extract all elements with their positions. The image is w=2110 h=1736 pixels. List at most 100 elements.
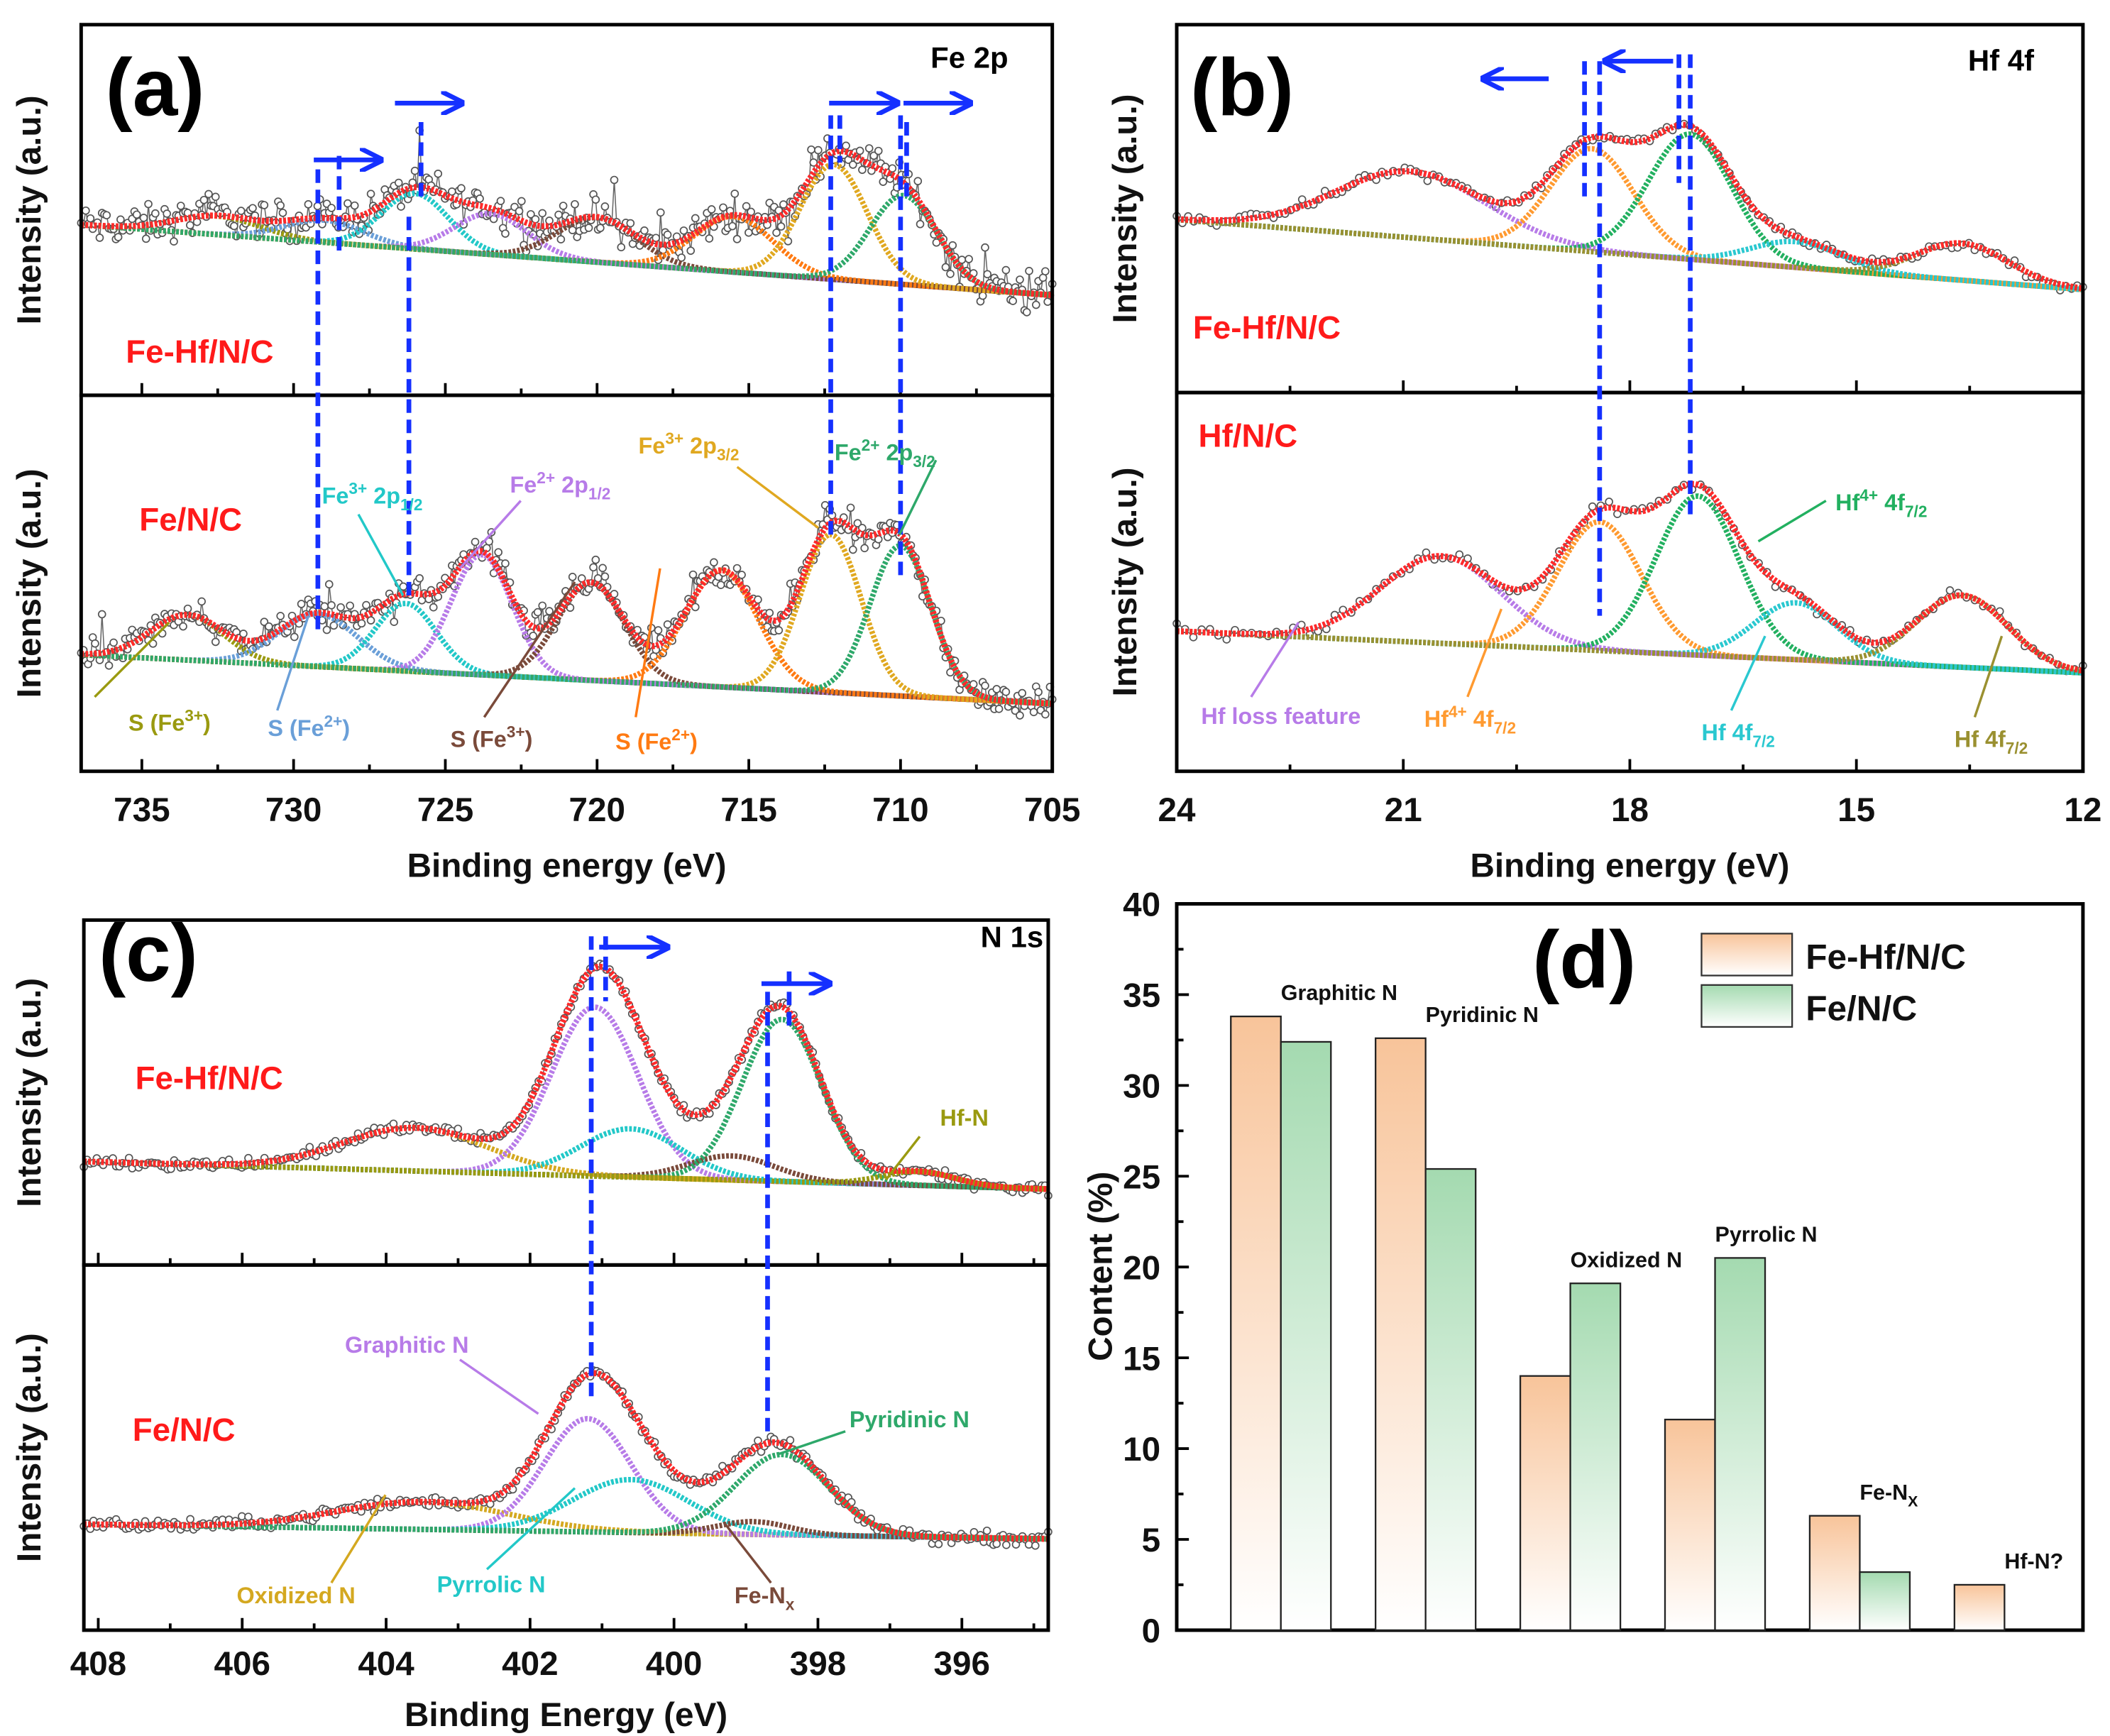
envelope-curve <box>81 517 1053 707</box>
panel-label: (c) <box>99 908 198 999</box>
raw-data-point <box>879 177 888 186</box>
raw-data-point <box>102 211 111 220</box>
label-pointer <box>458 1358 539 1415</box>
y-axis-label: Intensity (a.u.) <box>11 978 48 1207</box>
peak-label: S (Fe3+) <box>451 723 533 752</box>
raw-data-point <box>346 601 354 610</box>
raw-data-point <box>842 141 850 150</box>
panel-title: Hf 4f <box>1968 44 2035 77</box>
raw-data-point <box>705 234 714 243</box>
peak-label: Oxidized N <box>237 1583 356 1608</box>
raw-data-point <box>719 203 727 212</box>
label-pointer <box>1730 635 1766 711</box>
raw-data-point <box>95 234 104 242</box>
raw-data-point <box>454 1124 463 1133</box>
peak-label-base: Hf <box>1835 490 1859 515</box>
peak-label-sup: 4+ <box>1859 486 1878 505</box>
raw-data-point <box>1016 275 1024 284</box>
peak-label-mid: ) <box>525 726 533 752</box>
raw-data-point <box>946 270 955 278</box>
raw-data-point <box>672 232 681 241</box>
peak-label: Hf 4f7/2 <box>1955 726 2028 757</box>
raw-data-point <box>183 604 192 613</box>
peak-label-sub: 3/2 <box>717 445 739 463</box>
peak-label-sub: x <box>786 1595 795 1613</box>
peak-label-sub: 1/2 <box>400 495 422 514</box>
x-tick-label: 400 <box>646 1645 702 1683</box>
y-axis-label: Intensity (a.u.) <box>11 468 48 698</box>
raw-data-point <box>934 1539 943 1549</box>
label-pointer <box>1757 500 1827 543</box>
peak-label-base: S (Fe <box>615 729 671 754</box>
category-label-base: Graphitic N <box>1281 981 1397 1005</box>
peak-label-base: Hf-N <box>940 1105 989 1131</box>
raw-data-point <box>853 519 862 528</box>
raw-data-point <box>779 200 788 209</box>
category-label-base: Pyridinic N <box>1426 1003 1539 1027</box>
raw-data-point <box>732 564 742 573</box>
raw-data-point <box>864 144 874 153</box>
raw-data-point <box>1613 510 1622 518</box>
subplot-fe-n-c: Intensity (a.u.) Fe/N/C <box>11 1263 1053 1632</box>
bar-fe-n-c <box>1424 1168 1477 1632</box>
y-tick-label: 40 <box>1123 886 1160 924</box>
label-pointer <box>357 513 405 596</box>
raw-data-point <box>327 600 336 610</box>
peak-label-sup: 2+ <box>324 712 342 730</box>
sample-label: Fe/N/C <box>133 1412 236 1448</box>
peak-label: Fe2+ 2p3/2 <box>835 436 935 471</box>
category-label-base: Pyrrolic N <box>1715 1223 1818 1247</box>
subplot-hf-n-c: Intensity (a.u.) Hf/N/C <box>1106 390 2087 774</box>
sample-label: Fe-Hf/N/C <box>136 1060 283 1097</box>
peak-label: Hf4+ 4f7/2 <box>1835 486 1927 521</box>
x-tick-label: 730 <box>265 791 322 829</box>
raw-data-point <box>1018 688 1027 698</box>
peak-label-mid: 2p <box>880 439 913 465</box>
raw-data-point <box>765 608 774 617</box>
raw-data-point <box>1455 550 1464 559</box>
y-tick-label: 10 <box>1123 1431 1160 1468</box>
raw-data-point <box>598 564 607 573</box>
raw-data-point <box>297 600 306 608</box>
raw-data-point <box>1222 635 1231 644</box>
bar-fe-hf-n-c <box>1519 1375 1571 1632</box>
raw-data-point <box>476 194 484 203</box>
peak-label-base: Fe-N <box>735 1583 786 1608</box>
raw-data-point <box>276 201 285 210</box>
raw-data-point <box>747 207 755 216</box>
raw-data-point <box>677 253 686 262</box>
sample-label: Fe/N/C <box>139 502 242 538</box>
label-pointer <box>1973 635 2004 718</box>
raw-data-point <box>654 626 663 634</box>
peak-label-mid: 4f <box>1878 490 1905 515</box>
raw-data-point <box>1022 308 1031 317</box>
raw-data-point <box>501 229 510 238</box>
raw-data-point <box>596 224 605 233</box>
raw-data-point <box>983 270 992 279</box>
raw-data-point <box>809 158 818 167</box>
peak-label-base: Hf loss feature <box>1201 703 1361 729</box>
raw-data-point <box>1001 265 1011 275</box>
peak-label-mid: 2p <box>555 472 588 498</box>
subplot-fe-hf-n-c: Intensity (a.u.) Fe-Hf/N/C <box>11 918 1053 1267</box>
raw-data-point <box>350 201 359 210</box>
raw-data-point <box>327 204 336 212</box>
fitted-peak-curve <box>81 192 1053 298</box>
raw-data-point <box>104 661 114 670</box>
peak-label-sub: 7/2 <box>1905 502 1928 520</box>
raw-data-point <box>276 612 285 620</box>
raw-data-point <box>538 601 547 610</box>
envelope-curve <box>83 963 1049 1192</box>
raw-data-point <box>434 169 443 178</box>
raw-data-point <box>336 603 345 612</box>
raw-data-point <box>1588 502 1597 511</box>
raw-data-point <box>390 617 399 627</box>
raw-data-point <box>617 243 626 252</box>
raw-data-point <box>784 237 793 246</box>
category-label-base: Fe-N <box>1859 1480 1908 1505</box>
raw-data-point <box>814 145 823 155</box>
raw-data-point <box>992 1539 1001 1549</box>
raw-data-point <box>329 621 339 630</box>
raw-data-point <box>1422 548 1431 557</box>
